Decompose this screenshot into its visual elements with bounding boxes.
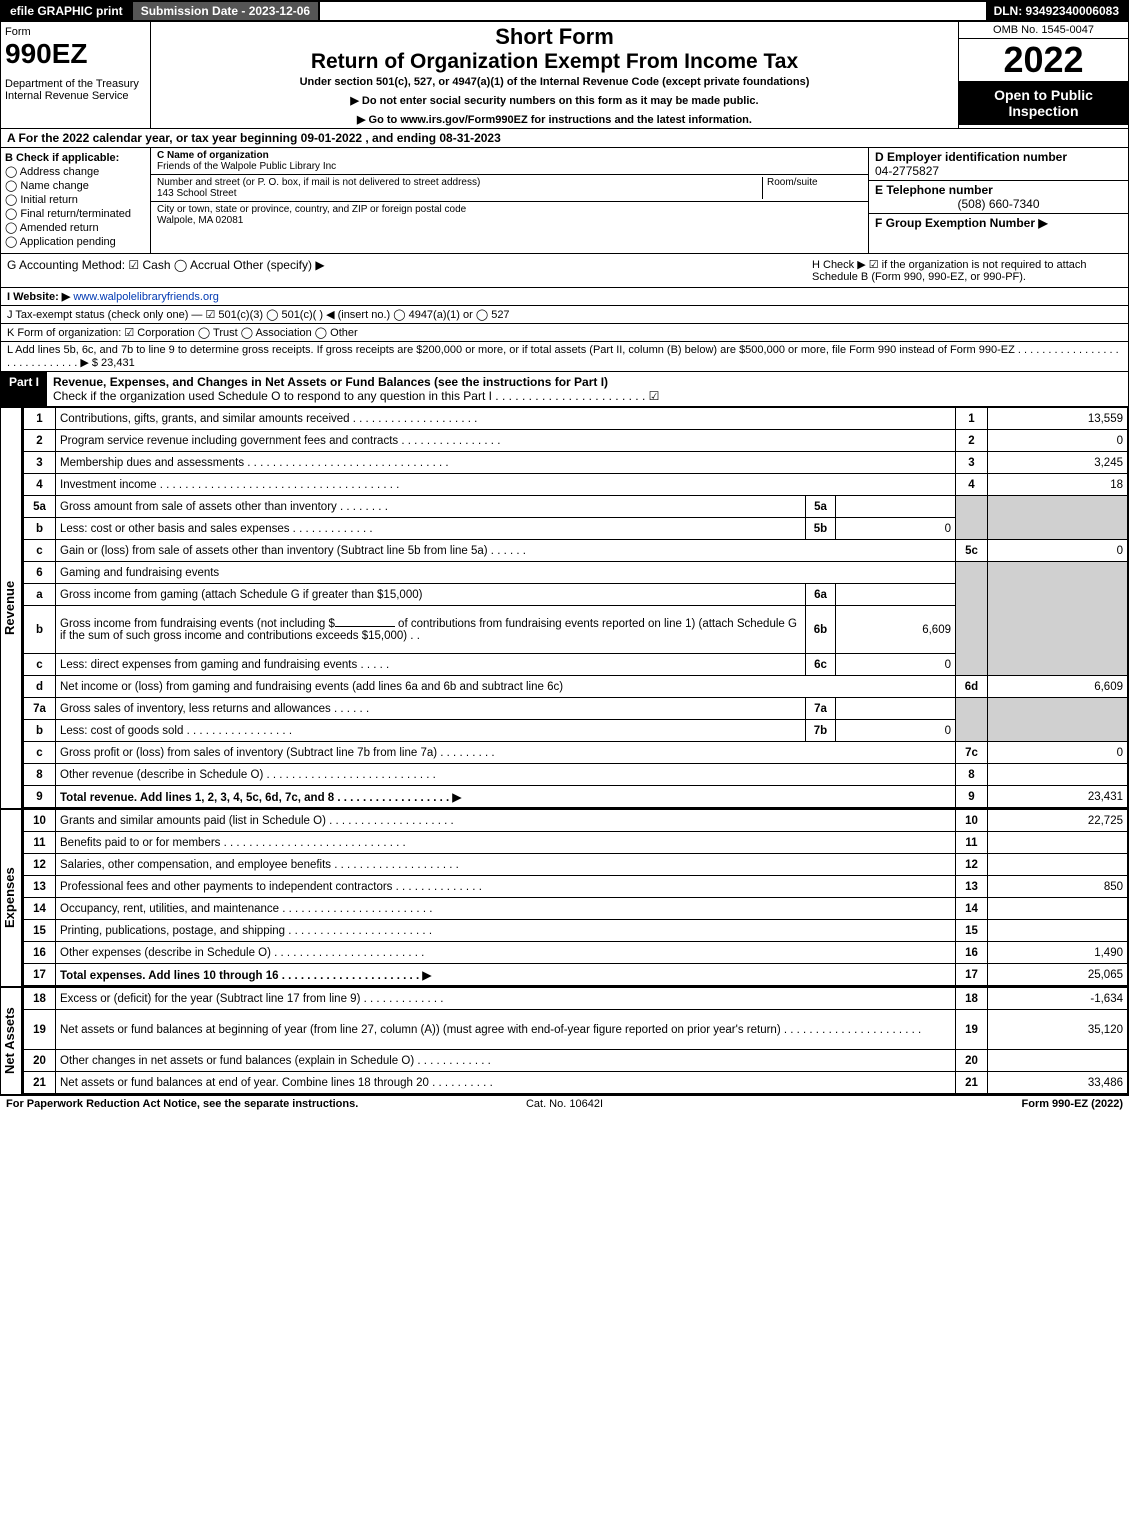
part1-check: Check if the organization used Schedule …: [53, 389, 659, 403]
instructions-link[interactable]: ▶ Go to www.irs.gov/Form990EZ for instru…: [157, 113, 952, 126]
line-6: 6Gaming and fundraising events: [24, 562, 1128, 584]
omb-number: OMB No. 1545-0047: [959, 22, 1128, 39]
expenses-section: Expenses 10Grants and similar amounts pa…: [0, 809, 1129, 987]
e-label: E Telephone number: [875, 183, 1122, 197]
revenue-table: 1Contributions, gifts, grants, and simil…: [23, 407, 1128, 808]
footer-right: Form 990-EZ (2022): [751, 1098, 1123, 1110]
short-form-title: Short Form: [157, 24, 952, 50]
line-h: H Check ▶ ☑ if the organization is not r…: [812, 258, 1122, 283]
open-inspection: Open to Public Inspection: [959, 81, 1128, 125]
line-g: G Accounting Method: ☑ Cash ◯ Accrual Ot…: [7, 258, 812, 283]
line-19: 19Net assets or fund balances at beginni…: [24, 1010, 1128, 1050]
line-l: L Add lines 5b, 6c, and 7b to line 9 to …: [0, 342, 1129, 372]
line-7c: cGross profit or (loss) from sales of in…: [24, 742, 1128, 764]
part1-title: Revenue, Expenses, and Changes in Net As…: [47, 372, 1128, 406]
footer-left: For Paperwork Reduction Act Notice, see …: [6, 1098, 378, 1110]
addr-label: Number and street (or P. O. box, if mail…: [157, 177, 762, 188]
f-label: F Group Exemption Number ▶: [875, 216, 1122, 230]
d-label: D Employer identification number: [875, 150, 1122, 164]
check-final-return[interactable]: ◯ Final return/terminated: [5, 207, 146, 220]
line-8: 8Other revenue (describe in Schedule O) …: [24, 764, 1128, 786]
gh-row: G Accounting Method: ☑ Cash ◯ Accrual Ot…: [0, 254, 1129, 288]
line-17: 17Total expenses. Add lines 10 through 1…: [24, 964, 1128, 986]
line-15: 15Printing, publications, postage, and s…: [24, 920, 1128, 942]
dln: DLN: 93492340006083: [986, 2, 1127, 20]
check-application-pending[interactable]: ◯ Application pending: [5, 235, 146, 248]
section-c: C Name of organization Friends of the Wa…: [151, 148, 868, 253]
city-label: City or town, state or province, country…: [157, 204, 862, 215]
line-11: 11Benefits paid to or for members . . . …: [24, 832, 1128, 854]
line-14: 14Occupancy, rent, utilities, and mainte…: [24, 898, 1128, 920]
page-footer: For Paperwork Reduction Act Notice, see …: [0, 1095, 1129, 1112]
line-a: A For the 2022 calendar year, or tax yea…: [0, 129, 1129, 148]
street-address: 143 School Street: [157, 188, 762, 199]
expenses-table: 10Grants and similar amounts paid (list …: [23, 809, 1128, 986]
block-bcdef: B Check if applicable: ◯ Address change …: [0, 148, 1129, 254]
line-21: 21Net assets or fund balances at end of …: [24, 1072, 1128, 1094]
form-header: Form 990EZ Department of the Treasury In…: [0, 22, 1129, 129]
line-7a: 7aGross sales of inventory, less returns…: [24, 698, 1128, 720]
part1-tag: Part I: [1, 372, 47, 406]
line-1: 1Contributions, gifts, grants, and simil…: [24, 408, 1128, 430]
netassets-side-label: Net Assets: [0, 987, 22, 1095]
line-12: 12Salaries, other compensation, and empl…: [24, 854, 1128, 876]
line-5a: 5aGross amount from sale of assets other…: [24, 496, 1128, 518]
check-name-change[interactable]: ◯ Name change: [5, 179, 146, 192]
room-label: Room/suite: [767, 177, 862, 188]
line-20: 20Other changes in net assets or fund ba…: [24, 1050, 1128, 1072]
revenue-side-label: Revenue: [0, 407, 22, 809]
org-name: Friends of the Walpole Public Library In…: [157, 161, 862, 172]
line-18: 18Excess or (deficit) for the year (Subt…: [24, 988, 1128, 1010]
b-title: B Check if applicable:: [5, 152, 146, 164]
section-b: B Check if applicable: ◯ Address change …: [1, 148, 151, 253]
department: Department of the Treasury Internal Reve…: [5, 78, 146, 102]
c-label: C Name of organization: [157, 150, 862, 161]
line-3: 3Membership dues and assessments . . . .…: [24, 452, 1128, 474]
ein: 04-2775827: [875, 164, 1122, 178]
section-def: D Employer identification number 04-2775…: [868, 148, 1128, 253]
header-center: Short Form Return of Organization Exempt…: [151, 22, 958, 128]
website-link[interactable]: www.walpolelibraryfriends.org: [73, 291, 219, 303]
line-k: K Form of organization: ☑ Corporation ◯ …: [0, 324, 1129, 342]
expenses-side-label: Expenses: [0, 809, 22, 987]
line-5c: cGain or (loss) from sale of assets othe…: [24, 540, 1128, 562]
netassets-section: Net Assets 18Excess or (deficit) for the…: [0, 987, 1129, 1095]
city-state-zip: Walpole, MA 02081: [157, 215, 862, 226]
header-right: OMB No. 1545-0047 2022 Open to Public In…: [958, 22, 1128, 128]
line-9: 9Total revenue. Add lines 1, 2, 3, 4, 5c…: [24, 786, 1128, 808]
line-10: 10Grants and similar amounts paid (list …: [24, 810, 1128, 832]
line-i: I Website: ▶ www.walpolelibraryfriends.o…: [0, 288, 1129, 306]
submission-date: Submission Date - 2023-12-06: [131, 2, 320, 20]
revenue-section: Revenue 1Contributions, gifts, grants, a…: [0, 407, 1129, 809]
footer-center: Cat. No. 10642I: [378, 1098, 750, 1110]
spacer: [320, 2, 985, 20]
part1-header: Part I Revenue, Expenses, and Changes in…: [0, 372, 1129, 407]
line-j: J Tax-exempt status (check only one) — ☑…: [0, 306, 1129, 324]
telephone: (508) 660-7340: [875, 197, 1122, 211]
line-13: 13Professional fees and other payments t…: [24, 876, 1128, 898]
check-address-change[interactable]: ◯ Address change: [5, 165, 146, 178]
form-number: 990EZ: [5, 38, 146, 70]
efile-badge: efile GRAPHIC print: [2, 2, 131, 20]
i-label: I Website: ▶: [7, 291, 70, 303]
form-title: Return of Organization Exempt From Incom…: [157, 50, 952, 74]
form-subtitle: Under section 501(c), 527, or 4947(a)(1)…: [157, 76, 952, 88]
top-bar: efile GRAPHIC print Submission Date - 20…: [0, 0, 1129, 22]
ssn-note: ▶ Do not enter social security numbers o…: [157, 94, 952, 107]
line-4: 4Investment income . . . . . . . . . . .…: [24, 474, 1128, 496]
line-6d: dNet income or (loss) from gaming and fu…: [24, 676, 1128, 698]
line-2: 2Program service revenue including gover…: [24, 430, 1128, 452]
tax-year: 2022: [959, 39, 1128, 81]
header-left: Form 990EZ Department of the Treasury In…: [1, 22, 151, 128]
check-amended-return[interactable]: ◯ Amended return: [5, 221, 146, 234]
line-16: 16Other expenses (describe in Schedule O…: [24, 942, 1128, 964]
check-initial-return[interactable]: ◯ Initial return: [5, 193, 146, 206]
form-label: Form: [5, 26, 146, 38]
netassets-table: 18Excess or (deficit) for the year (Subt…: [23, 987, 1128, 1094]
